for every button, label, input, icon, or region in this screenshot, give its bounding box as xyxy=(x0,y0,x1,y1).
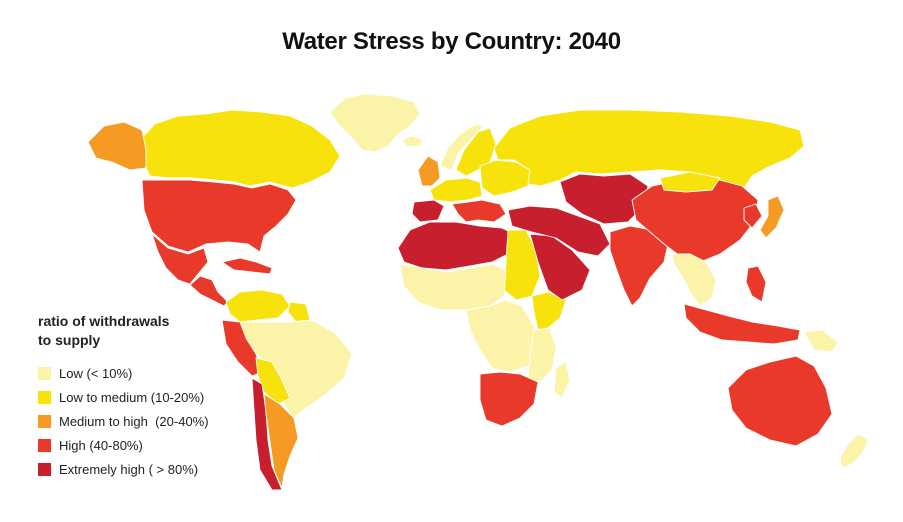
region-central-africa xyxy=(465,299,539,373)
legend-item-medium-to-high: Medium to high (20-40%) xyxy=(38,409,298,433)
legend-swatch-low-to-medium xyxy=(38,390,51,404)
region-bolivia xyxy=(255,357,291,405)
region-canada xyxy=(139,109,341,189)
legend-swatch-low xyxy=(38,366,51,380)
map-title: Water Stress by Country: 2040 xyxy=(282,28,621,55)
region-argentina xyxy=(263,393,299,489)
region-iceland xyxy=(401,135,423,148)
region-philippines xyxy=(745,265,767,303)
legend-item-low: Low (< 10%) xyxy=(38,361,298,385)
region-papua-new-guinea xyxy=(803,329,839,353)
region-norway xyxy=(439,123,485,171)
region-spain-portugal xyxy=(411,199,445,223)
legend-label-high: High (40-80%) xyxy=(59,437,143,453)
legend-title: ratio of withdrawals to supply xyxy=(38,312,298,350)
legend-title-line-2: to supply xyxy=(38,332,101,348)
region-arabia xyxy=(529,233,591,301)
legend-item-low-to-medium: Low to medium (10-20%) xyxy=(38,385,298,409)
region-alaska xyxy=(87,121,147,171)
map-legend: ratio of withdrawals to supply Low (< 10… xyxy=(38,312,298,481)
region-brazil xyxy=(239,319,353,419)
region-colombia-venezuela xyxy=(225,289,291,323)
legend-label-low-to-medium: Low to medium (10-20%) xyxy=(59,389,205,405)
region-mexico xyxy=(151,233,209,285)
legend-label-extremely-high: Extremely high ( > 80%) xyxy=(59,461,199,477)
region-japan xyxy=(759,195,785,239)
region-mongolia xyxy=(659,171,721,193)
region-usa xyxy=(141,179,297,253)
region-north-africa xyxy=(397,221,511,271)
region-southeast-asia xyxy=(671,253,717,307)
region-western-europe xyxy=(429,177,483,203)
legend-swatch-extremely-high xyxy=(38,462,51,476)
legend-swatch-medium-to-high xyxy=(38,414,51,428)
legend-label-low: Low (< 10%) xyxy=(59,365,133,381)
region-uk xyxy=(417,155,441,187)
region-caribbean xyxy=(221,257,273,275)
legend-title-line-1: ratio of withdrawals xyxy=(38,313,170,329)
region-new-zealand xyxy=(839,433,869,469)
region-horn-of-africa xyxy=(531,291,567,331)
region-central-america xyxy=(189,275,229,307)
legend-item-high: High (40-80%) xyxy=(38,433,298,457)
region-east-africa xyxy=(527,327,557,383)
region-greenland xyxy=(329,93,421,153)
region-australia xyxy=(727,355,833,447)
region-indonesia xyxy=(683,303,801,345)
region-southern-africa xyxy=(479,371,539,427)
region-korea xyxy=(743,203,763,229)
legend-label-medium-to-high: Medium to high (20-40%) xyxy=(59,413,209,429)
region-eastern-europe xyxy=(479,159,531,197)
region-sahel-west-africa xyxy=(399,263,507,311)
region-madagascar xyxy=(553,361,571,399)
region-middle-east xyxy=(507,205,611,257)
legend-swatch-high xyxy=(38,438,51,452)
legend-item-extremely-high: Extremely high ( > 80%) xyxy=(38,457,298,481)
region-russia xyxy=(493,109,805,195)
region-italy-balkans xyxy=(451,199,507,223)
